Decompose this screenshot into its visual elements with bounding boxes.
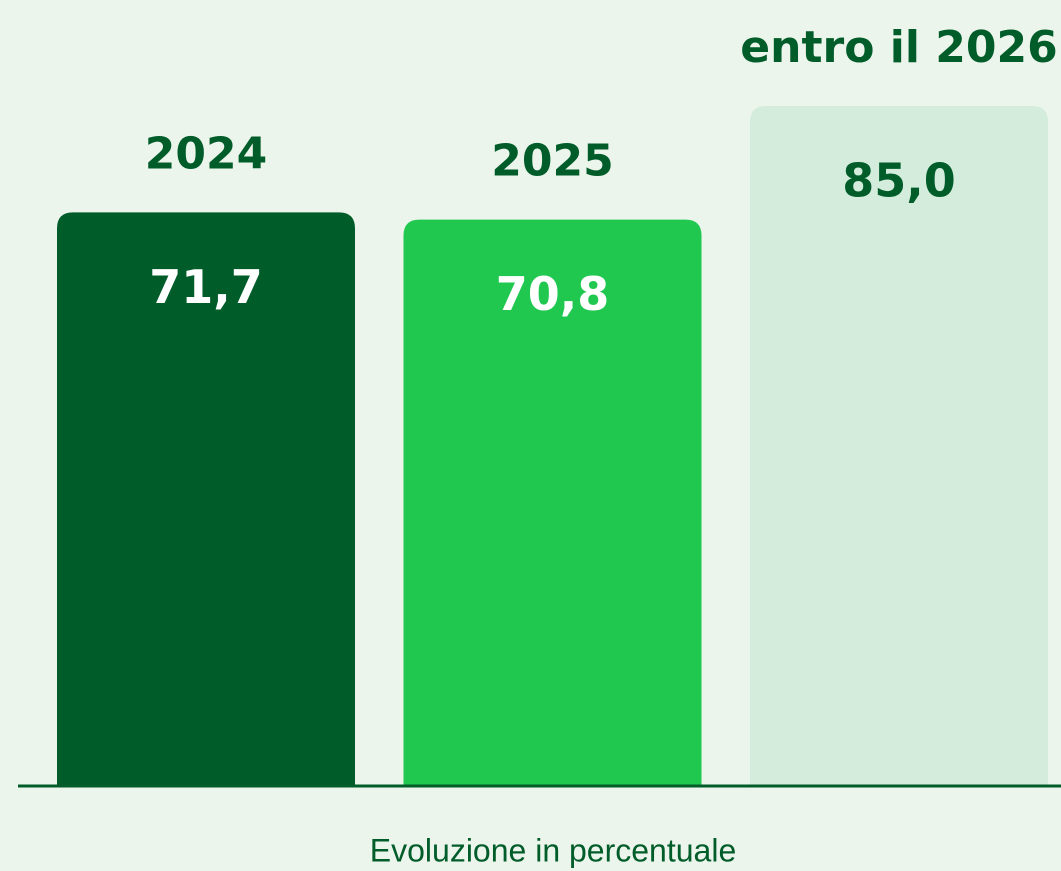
axis-label: Evoluzione in percentuale	[370, 832, 736, 868]
category-label: 2024	[145, 128, 267, 179]
bar	[403, 219, 702, 787]
category-label: entro il 2026	[740, 22, 1057, 73]
value-label: 85,0	[842, 154, 956, 208]
value-label: 70,8	[496, 267, 610, 321]
bar	[57, 212, 355, 786]
category-label: 2025	[491, 136, 613, 187]
value-label: 71,7	[149, 260, 263, 314]
bar	[750, 106, 1048, 786]
